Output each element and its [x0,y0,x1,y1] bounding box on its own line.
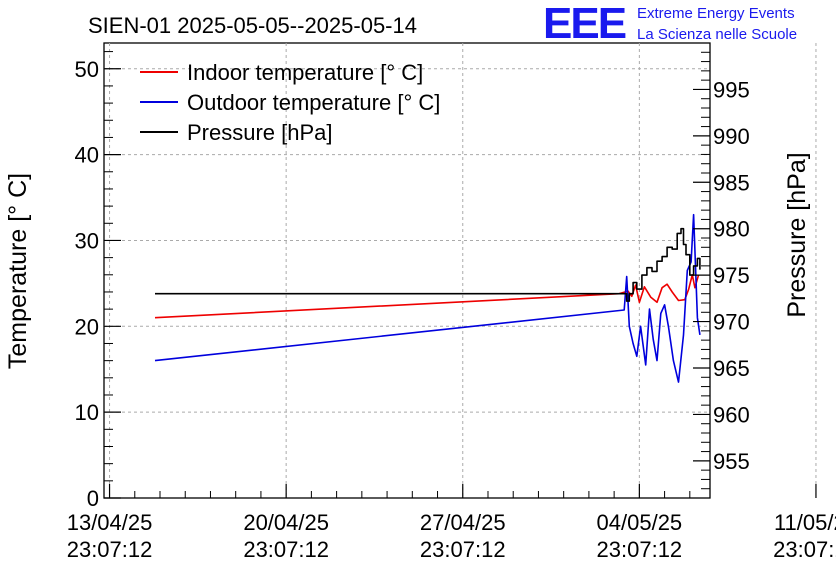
y-tick-label: 10 [75,400,99,425]
y2-tick-label: 995 [713,77,750,102]
y2-tick-label: 980 [713,217,750,242]
legend-label-pressure: Pressure [hPa] [187,120,333,145]
grid [104,43,817,498]
eee-logo-line2: La Scienza nelle Scuole [637,26,797,43]
eee-logo-line1: Extreme Energy Events [637,5,795,22]
eee-logo: EEE Extreme Energy Events La Scienza nel… [543,0,797,48]
x-tick-label-date: 20/04/25 [243,510,329,535]
x-tick-label-time: 23:07:12 [420,537,506,562]
x-tick-label-date: 13/04/25 [67,510,153,535]
x-tick-label-date: 27/04/25 [420,510,506,535]
plot-frame [103,42,711,499]
legend-label-indoor: Indoor temperature [° C] [187,60,423,85]
y-tick-label: 20 [75,314,99,339]
y2-tick-label: 990 [713,124,750,149]
y-tick-label: 0 [87,486,99,511]
series-line-outdoor-temperature [154,213,701,383]
x-tick-label-date: 04/05/25 [597,510,683,535]
x-tick-label-time: 23:07:12 [773,537,836,562]
series-line-pressure [155,227,701,302]
legend-label-outdoor: Outdoor temperature [° C] [187,90,440,115]
y2-tick-label: 975 [713,263,750,288]
x-tick-label-time: 23:07:12 [243,537,329,562]
y2-tick-label: 965 [713,356,750,381]
series-line-indoor-temperature [154,274,700,319]
x-tick-label-time: 23:07:12 [67,537,153,562]
y2-tick-label: 960 [713,402,750,427]
chart-title: SIEN-01 2025-05-05--2025-05-14 [88,13,417,38]
y-tick-label: 50 [75,57,99,82]
y-axis-title: Temperature [° C] [4,173,32,369]
y2-axis-title: Pressure [hPa] [783,152,811,317]
eee-logo-letters: EEE [543,0,626,48]
axes-group: 0 10 20 30 40 50 955 960 965 970 975 980 985 990 995 13… [67,51,836,562]
x-tick-label-date: 11/05/25 [774,510,836,535]
y2-tick-label: 970 [713,310,750,335]
legend: Indoor temperature [° C] Outdoor tempera… [140,60,440,145]
y-tick-label: 30 [75,228,99,253]
x-tick-label-time: 23:07:12 [597,537,683,562]
y-tick-label: 40 [75,143,99,168]
series-group [154,213,701,383]
y2-tick-label: 955 [713,449,750,474]
y2-tick-label: 985 [713,170,750,195]
